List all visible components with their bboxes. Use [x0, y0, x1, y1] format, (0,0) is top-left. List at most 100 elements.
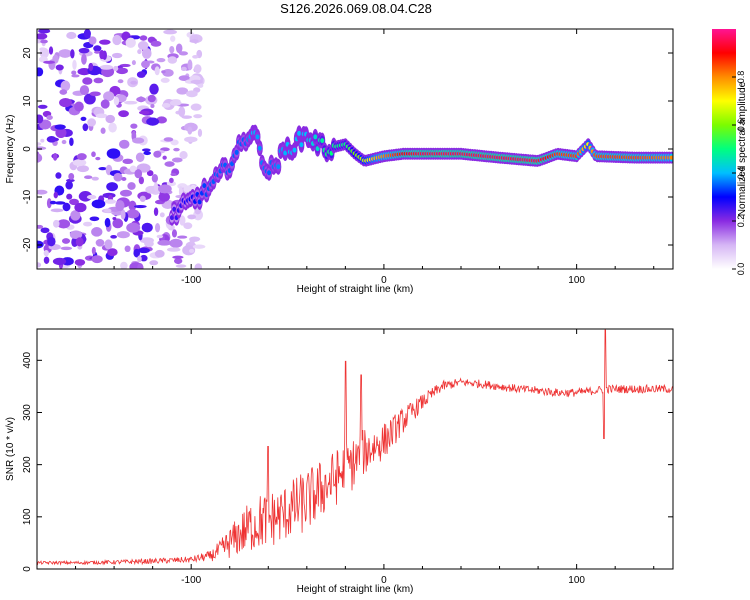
spectrogram-noise-blob — [158, 192, 170, 202]
spectrogram-ridge-core — [197, 199, 202, 205]
spectrogram-noise-blob — [179, 151, 188, 160]
spectrogram-noise-blob — [49, 200, 57, 205]
spectrogram-noise-blob — [113, 172, 123, 182]
spectrogram-noise-blob — [139, 254, 148, 262]
spectrogram-noise-blob — [131, 35, 141, 40]
spectrogram-noise-blob — [169, 177, 174, 184]
spectrogram-noise-blob — [173, 147, 180, 152]
spectrogram-noise-blob — [118, 110, 129, 118]
colorbar-gradient — [712, 29, 736, 269]
spectrogram-noise-blob — [169, 45, 175, 54]
colorbar: 0.0 0.2 0.4 0.6 0.8 Normalized spectral ampl… — [712, 29, 748, 275]
spectrogram-noise-blob — [137, 49, 142, 55]
spectrogram-noise-blob — [151, 173, 159, 183]
spectrogram-noise-blob — [141, 60, 150, 69]
spectrogram-noise-blob — [91, 151, 96, 158]
spectrogram-ridge-core — [267, 170, 272, 176]
spectrogram-noise-blob — [69, 230, 83, 240]
spectrogram-noise-blob — [126, 222, 141, 233]
spectrogram-noise-blob — [130, 123, 138, 129]
spectrogram-noise-blob — [79, 85, 90, 96]
spectrogram-noise-blob — [104, 239, 113, 250]
spectrogram-noise-blob — [37, 240, 44, 249]
spectrogram-noise-blob — [143, 151, 151, 156]
spectrogram-noise-blob — [181, 115, 193, 119]
spectrogram-noise-blob — [106, 182, 118, 192]
spectrogram-noise-blob — [193, 64, 202, 74]
spectrogram-noise-blob — [43, 60, 56, 64]
spectrogram-noise-blob — [120, 261, 128, 269]
spectrogram-noise-blob — [138, 176, 144, 185]
spectrogram-noise-blob — [70, 49, 75, 59]
snr-series-line — [36, 329, 673, 566]
spectrogram-noise-blob — [54, 124, 66, 130]
spectrogram-xlabel: Height of straight line (km) — [297, 284, 414, 295]
spectrogram-noise-blob — [91, 199, 106, 209]
spectrogram-noise-blob — [153, 150, 162, 158]
spectrogram-noise-blob — [139, 35, 148, 41]
spectrogram-noise-blob — [122, 158, 134, 164]
spectrogram-noise-blob — [189, 237, 196, 244]
spectrogram-noise-blob — [192, 54, 199, 59]
colorbar-label: Normalized spectral amplitude — [737, 81, 748, 216]
spectrogram-noise-blob — [93, 45, 102, 52]
spectrogram-noise-blob — [86, 194, 97, 200]
spectrogram-noise-blob — [167, 247, 181, 252]
spectrogram-noise-blob — [178, 106, 186, 118]
spectrogram-noise-blob — [95, 156, 101, 161]
spectrogram-noise-blob — [192, 244, 206, 249]
spectrogram-noise-blob — [43, 249, 49, 257]
spectrogram-noise-blob — [91, 227, 103, 237]
spectrogram-noise-blob — [161, 103, 171, 108]
spectrogram-noise-blob — [43, 256, 50, 264]
spectrogram-noise-blob — [69, 198, 80, 206]
spectrogram-noise-blob — [65, 180, 73, 190]
spectrogram-noise-blob — [170, 139, 179, 146]
snr-ytick-label: 400 — [22, 352, 33, 369]
spectrogram-noise-blob — [171, 229, 177, 238]
spectrogram-noise-blob — [53, 191, 59, 199]
spectrogram-noise-blob — [103, 91, 115, 102]
spectrogram-noise-blob — [78, 47, 90, 54]
spectrogram-noise-blob — [163, 29, 177, 35]
spectrogram-noise-blob — [72, 159, 87, 167]
spectrogram-noise-blob — [48, 46, 54, 55]
spectrogram-noise-blob — [112, 218, 124, 229]
spectrogram-noise-blob — [38, 29, 51, 34]
spectrogram-noise-blob — [37, 104, 48, 109]
spectrogram-noise-blob — [124, 245, 131, 253]
spectrogram-noise-blob — [62, 202, 71, 212]
spectrogram-noise-blob — [141, 148, 151, 152]
spectrogram-xtick-label: -100 — [181, 275, 201, 286]
spectrogram-noise-blob — [88, 62, 94, 72]
snr-ytick-label: 100 — [22, 508, 33, 525]
spectrogram-noise-blob — [116, 231, 130, 239]
spectrogram-noise-blob — [163, 137, 174, 142]
spectrogram-noise-blob — [135, 152, 145, 163]
spectrogram-noise-blob — [52, 257, 67, 266]
spectrogram-noise-blob — [88, 36, 97, 45]
spectrogram-noise-blob — [83, 221, 93, 227]
spectrogram-noise-blob — [157, 240, 172, 246]
spectrogram-noise-blob — [154, 66, 160, 76]
spectrogram-noise-blob — [172, 255, 184, 259]
spectrogram-noise-blob — [95, 239, 105, 247]
spectrogram-ylabel: Frequency (Hz) — [5, 115, 16, 184]
spectrogram-ridge-core — [202, 183, 207, 189]
spectrogram-ytick-label: 10 — [22, 95, 33, 107]
snr-frame — [36, 328, 674, 570]
spectrogram-ridge-core — [299, 142, 304, 148]
spectrogram-noise-blob — [37, 224, 44, 229]
spectrogram-blobs — [37, 29, 673, 269]
spectrogram-ridge-core — [283, 150, 288, 156]
spectrogram-noise-blob — [178, 51, 189, 56]
spectrogram-noise-blob — [105, 114, 115, 124]
spectrogram-noise-blob — [156, 58, 166, 63]
spectrogram-noise-blob — [170, 172, 177, 177]
spectrogram-noise-blob — [180, 66, 187, 71]
spectrogram-noise-blob — [127, 182, 136, 190]
spectrogram-noise-blob — [50, 208, 64, 213]
spectrogram-noise-blob — [141, 48, 152, 59]
spectrogram-noise-blob — [173, 257, 183, 265]
